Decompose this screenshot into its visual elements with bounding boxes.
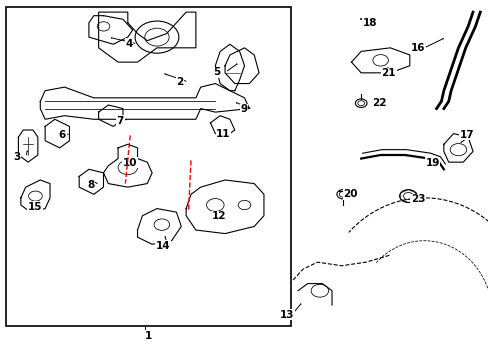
Text: 14: 14: [155, 240, 170, 251]
Text: 18: 18: [362, 18, 376, 28]
Text: 13: 13: [279, 310, 293, 320]
Text: 1: 1: [144, 331, 152, 341]
Text: 8: 8: [87, 180, 95, 190]
Text: 6: 6: [59, 130, 66, 140]
Text: 17: 17: [458, 130, 473, 140]
Text: 4: 4: [125, 39, 132, 49]
Text: 23: 23: [410, 194, 425, 204]
Text: 21: 21: [381, 68, 395, 78]
Text: 9: 9: [240, 104, 247, 114]
Text: 11: 11: [216, 129, 230, 139]
Text: 5: 5: [212, 67, 220, 77]
Text: 12: 12: [211, 211, 225, 221]
Text: 10: 10: [122, 158, 137, 168]
Text: 15: 15: [28, 202, 42, 212]
Text: 22: 22: [371, 98, 386, 108]
Text: 19: 19: [425, 158, 439, 168]
Text: 20: 20: [343, 189, 357, 199]
Text: 3: 3: [14, 152, 21, 162]
Text: 7: 7: [116, 116, 124, 126]
Text: 2: 2: [176, 77, 183, 87]
Text: 16: 16: [410, 44, 425, 53]
